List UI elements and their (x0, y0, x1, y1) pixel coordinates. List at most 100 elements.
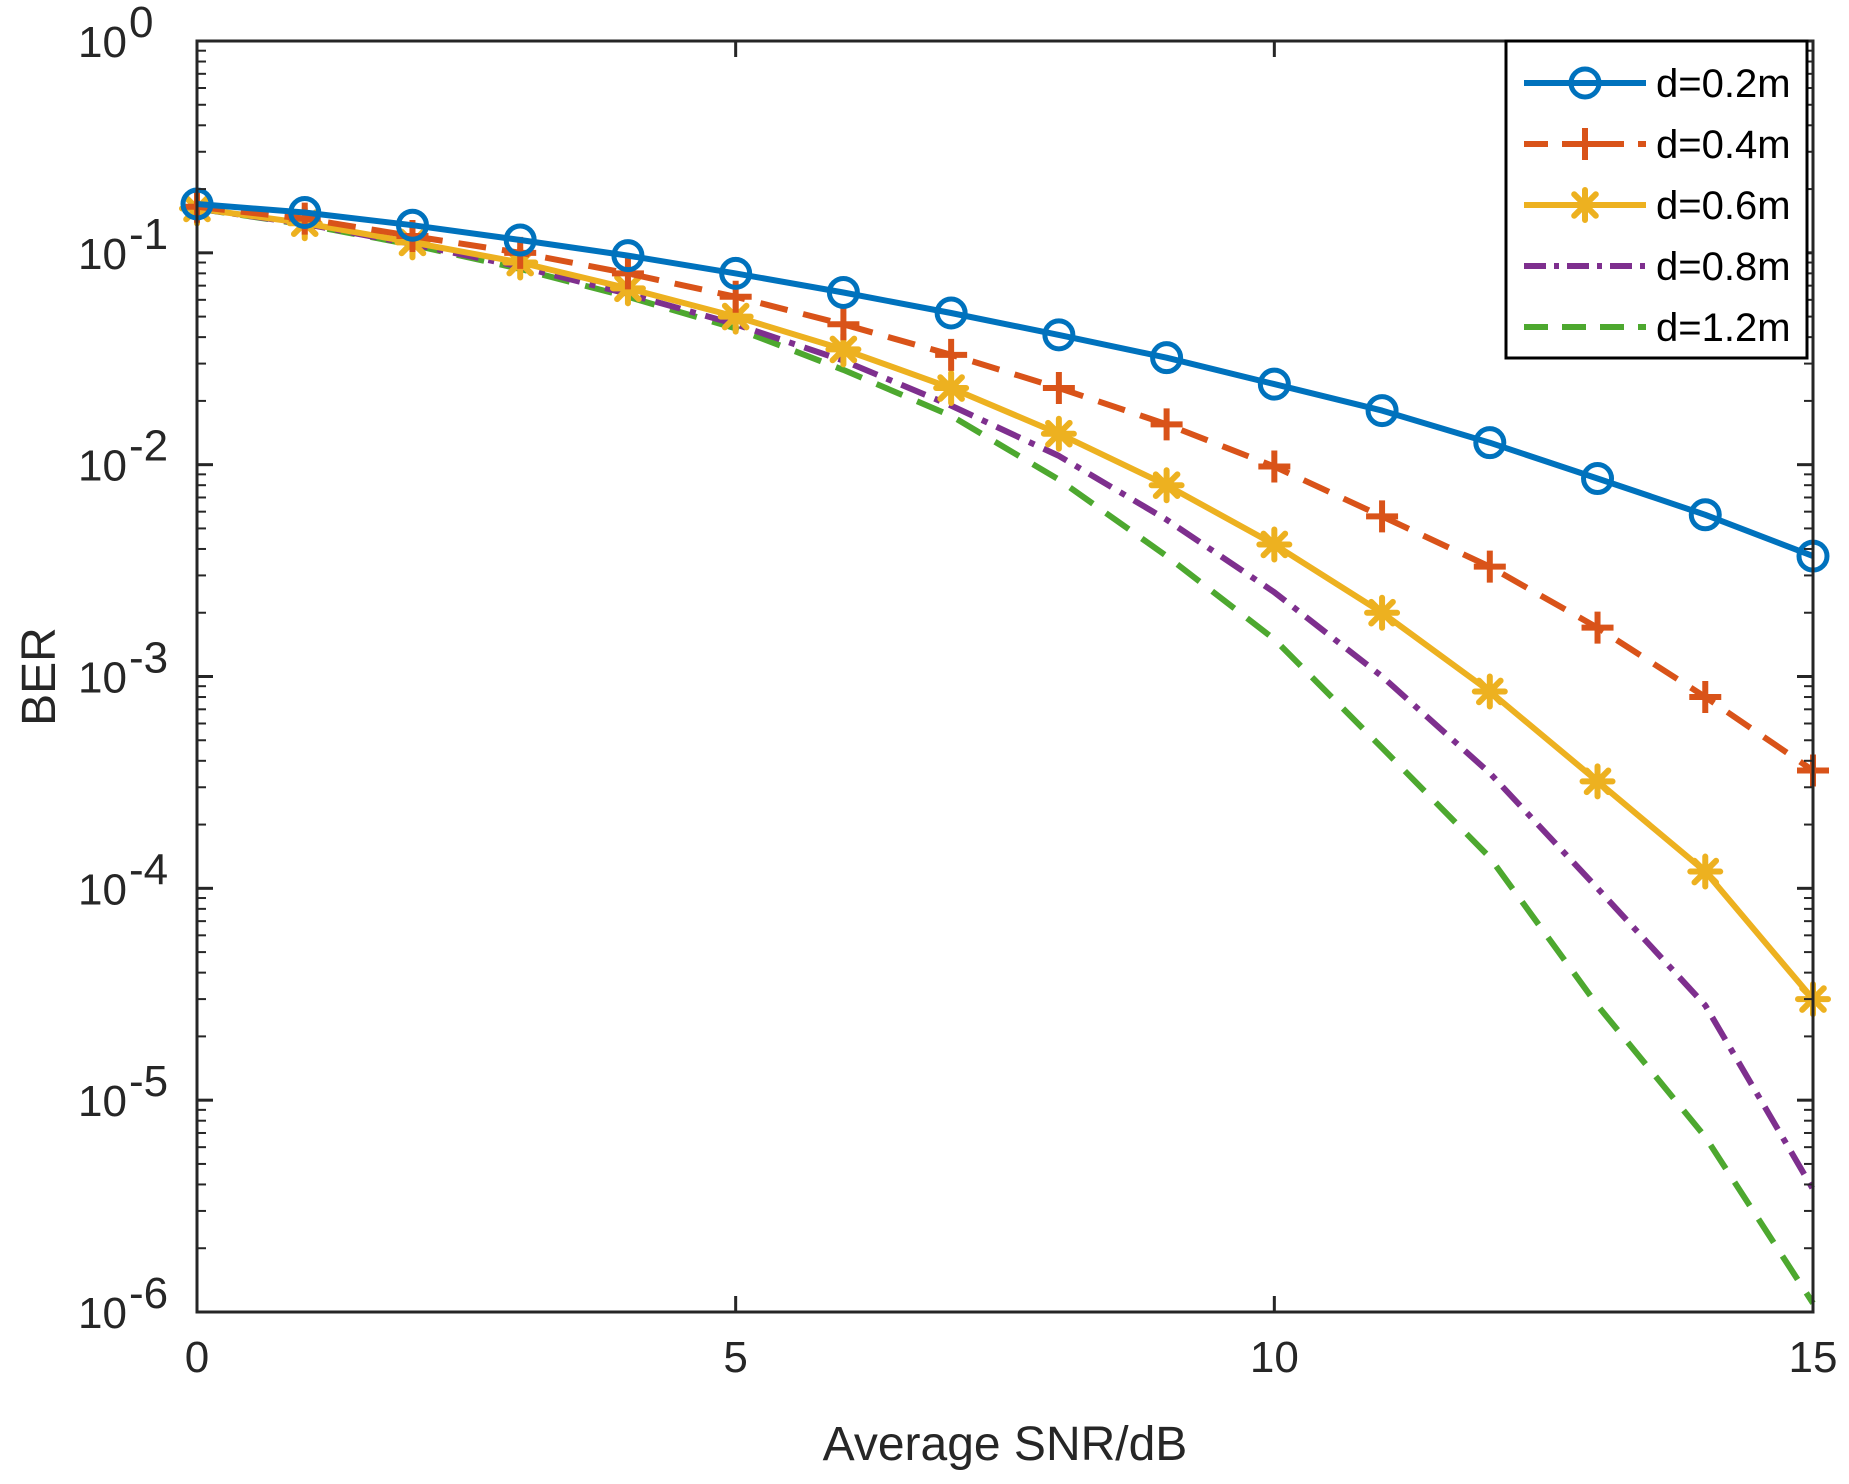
data-point-marker (1256, 526, 1293, 563)
data-point-marker (1579, 763, 1616, 800)
series-d-0-2m (180, 187, 1830, 573)
legend: d=0.2m d=0.4m d=0.6m d=0.8m d=1.2m (1504, 39, 1809, 360)
marker-circle-shape (395, 208, 429, 242)
marker-plus-shape (1689, 681, 1722, 714)
marker-circle-shape (1581, 462, 1615, 496)
marker-plus-shape (611, 257, 644, 290)
data-point-marker (1042, 372, 1075, 405)
y-tick-label-exponent: -2 (129, 422, 168, 471)
marker-asterisk-shape (933, 370, 970, 407)
data-point-marker (1366, 500, 1399, 533)
marker-asterisk-shape (1567, 187, 1603, 223)
legend-entry: d=0.4m (1524, 123, 1791, 167)
data-point-marker (1364, 594, 1401, 631)
x-tick-label: 15 (1789, 1333, 1838, 1382)
legend-entry: d=1.2m (1524, 306, 1791, 350)
series-line (196, 205, 1816, 1002)
y-axis-title: BER (13, 627, 66, 726)
y-tick-label: 10 (78, 1289, 127, 1338)
marker-circle-shape (503, 223, 537, 257)
data-point-marker (1689, 681, 1722, 714)
marker-circle-shape (611, 239, 645, 273)
marker-asterisk-shape (717, 298, 754, 335)
data-point-marker (1687, 853, 1724, 890)
marker-plus-shape (1150, 408, 1183, 441)
data-point-marker (1473, 550, 1506, 583)
marker-asterisk-shape (825, 331, 862, 368)
data-point-marker (1365, 394, 1399, 428)
data-point-marker (935, 338, 968, 371)
legend-marker (1567, 187, 1603, 223)
data-point-marker (826, 275, 860, 309)
marker-circle-shape (1150, 341, 1184, 375)
legend-box (1504, 39, 1809, 360)
data-point-marker (1688, 498, 1722, 532)
data-point-marker (1042, 318, 1076, 352)
marker-circle-shape (826, 275, 860, 309)
marker-plus-shape (1258, 450, 1291, 483)
marker-plus-shape (935, 338, 968, 371)
marker-plus-shape (1581, 611, 1614, 644)
marker-circle-shape (1365, 394, 1399, 428)
y-tick-label: 10 (78, 230, 127, 279)
legend-label: d=1.2m (1656, 306, 1791, 350)
data-point-marker (719, 256, 753, 290)
legend-marker (1569, 128, 1601, 160)
marker-circle-shape (719, 256, 753, 290)
marker-plus-shape (827, 308, 860, 341)
data-point-marker (1150, 408, 1183, 441)
marker-circle-shape (1473, 426, 1507, 460)
y-tick-label-exponent: -5 (129, 1057, 168, 1106)
y-tick-label: 10 (78, 1077, 127, 1126)
marker-asterisk-shape (1256, 526, 1293, 563)
data-point-marker (503, 223, 537, 257)
marker-asterisk-shape (1148, 467, 1185, 504)
data-point-marker (827, 308, 860, 341)
marker-asterisk-shape (1579, 763, 1616, 800)
series-line (196, 203, 1815, 773)
data-point-marker (611, 257, 644, 290)
legend-label: d=0.4m (1656, 123, 1791, 167)
data-point-marker (717, 298, 754, 335)
data-point-marker (1581, 611, 1614, 644)
y-tick-label-exponent: -4 (129, 845, 168, 894)
data-point-marker (1150, 341, 1184, 375)
data-point-marker (1257, 367, 1291, 401)
marker-circle-shape (934, 296, 968, 330)
marker-asterisk-shape (1687, 853, 1724, 890)
marker-circle-shape (288, 196, 322, 230)
marker-circle-shape (1042, 318, 1076, 352)
marker-asterisk-shape (1040, 415, 1077, 452)
marker-plus-shape (1042, 372, 1075, 405)
marker-plus-shape (1473, 550, 1506, 583)
y-tick-label: 10 (78, 865, 127, 914)
marker-circle-shape (1568, 66, 1602, 100)
data-point-marker (1258, 450, 1291, 483)
legend-marker (1568, 66, 1602, 100)
data-point-marker (825, 331, 862, 368)
y-tick-label-exponent: -6 (129, 1269, 168, 1318)
marker-asterisk-shape (1471, 673, 1508, 710)
series-layer (179, 187, 1831, 1305)
x-axis-title: Average SNR/dB (823, 1418, 1188, 1471)
marker-circle-shape (1688, 498, 1722, 532)
legend-entry: d=0.8m (1524, 245, 1791, 289)
data-point-marker (934, 296, 968, 330)
y-tick-label: 10 (78, 654, 127, 703)
data-point-marker (1581, 462, 1615, 496)
y-tick-label: 10 (78, 442, 127, 491)
marker-plus-shape (1366, 500, 1399, 533)
y-tick-label: 10 (78, 18, 127, 67)
legend-label: d=0.6m (1656, 184, 1791, 228)
data-point-marker (1148, 467, 1185, 504)
x-tick-label: 5 (723, 1333, 747, 1382)
data-point-marker (1473, 426, 1507, 460)
legend-entry: d=0.6m (1524, 184, 1791, 228)
legend-entry: d=0.2m (1524, 62, 1791, 106)
y-tick-label-exponent: 0 (129, 0, 153, 47)
legend-label: d=0.2m (1656, 62, 1791, 106)
data-point-marker (1471, 673, 1508, 710)
marker-asterisk-shape (1364, 594, 1401, 631)
